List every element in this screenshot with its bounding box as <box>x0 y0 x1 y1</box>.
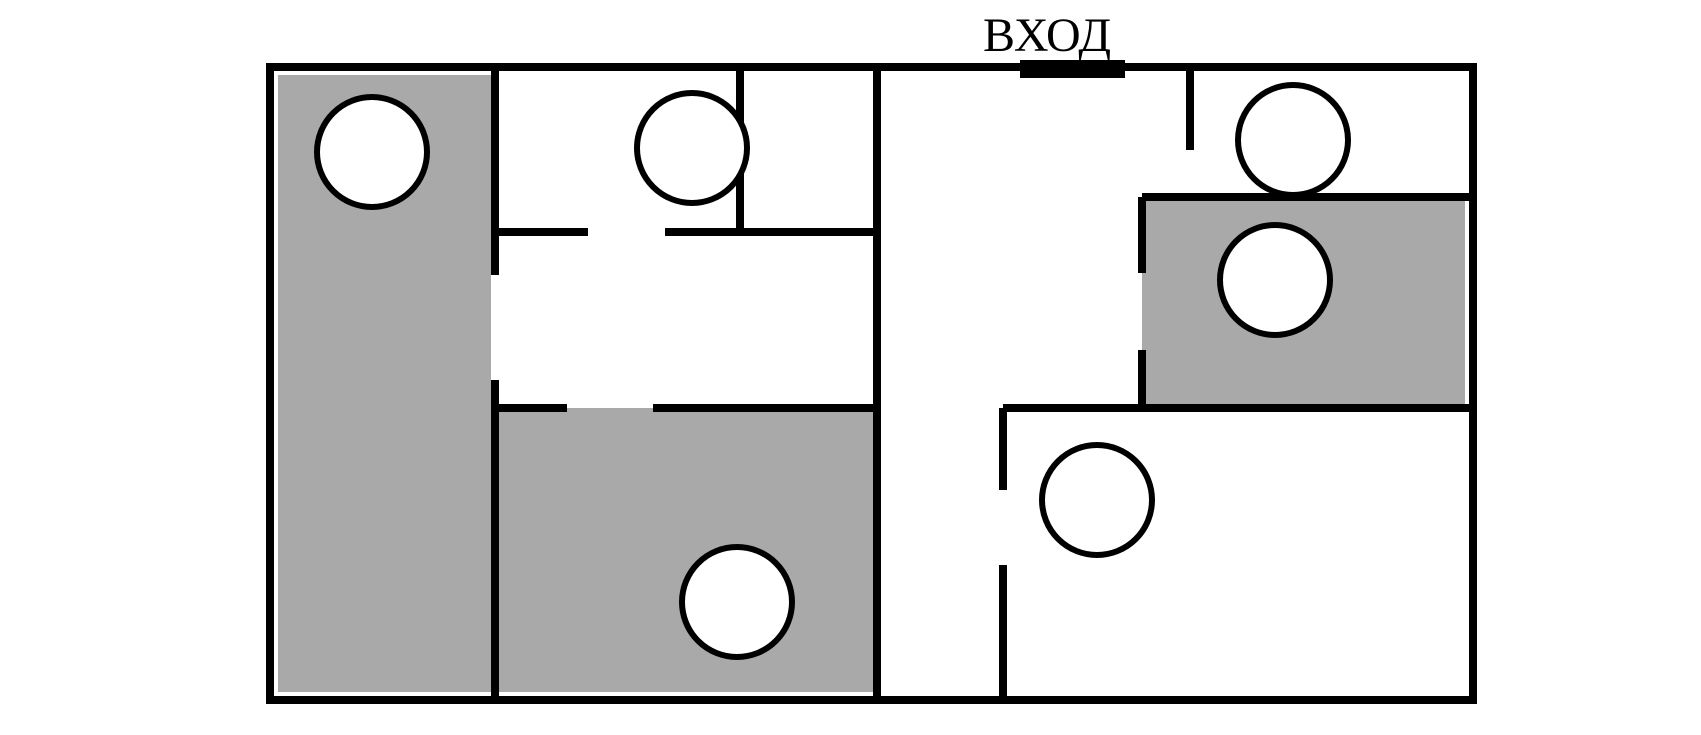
marker-c-top-mid <box>637 93 747 203</box>
marker-c-bottom-mid <box>682 547 792 657</box>
marker-c-right-mid <box>1220 225 1330 335</box>
marker-c-bottom-right <box>1042 445 1152 555</box>
shaded-room-bottom-mid <box>499 408 877 692</box>
marker-c-top-right <box>1238 85 1348 195</box>
entrance-label: ВХОД <box>983 8 1111 63</box>
floor-plan-stage: ВХОД <box>0 0 1701 735</box>
marker-c-left <box>317 97 427 207</box>
floor-plan-svg <box>0 0 1701 735</box>
